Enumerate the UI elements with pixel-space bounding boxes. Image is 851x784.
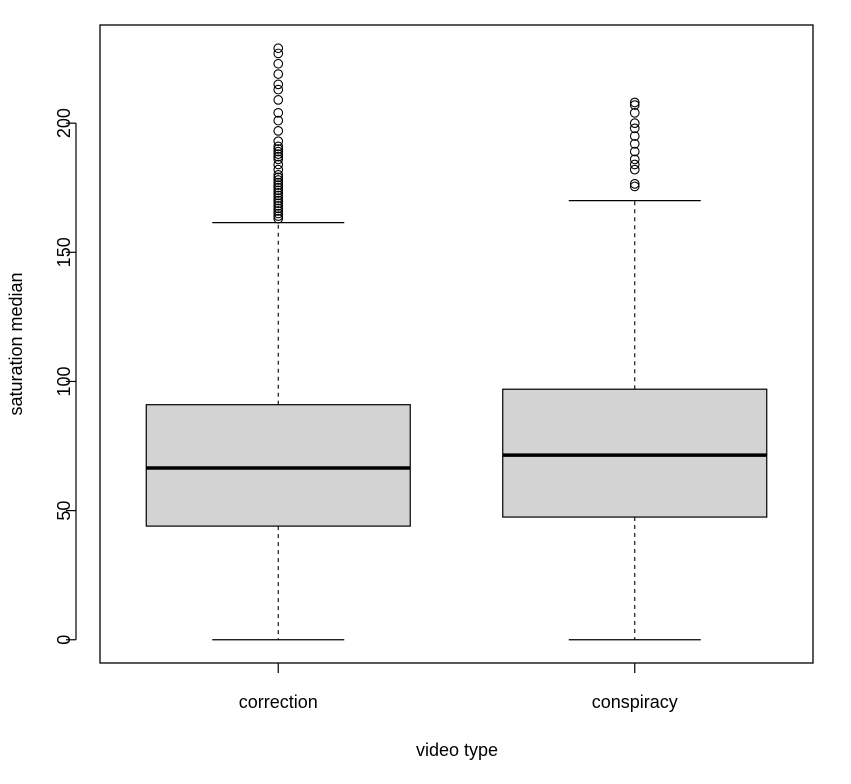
outlier-conspiracy-5 [629, 146, 640, 157]
outlier-correction-8 [273, 193, 284, 203]
outlier-correction-26 [273, 136, 284, 147]
outlier-correction-23 [273, 146, 284, 157]
outlier-correction-35 [273, 48, 284, 59]
iqr-box-conspiracy [502, 388, 768, 518]
outlier-correction-21 [273, 151, 284, 162]
outlier-conspiracy-4 [629, 154, 640, 165]
outlier-conspiracy-11 [629, 100, 640, 110]
outlier-correction-17 [273, 169, 284, 180]
outlier-correction-27 [273, 126, 284, 136]
y-tick-label-200: 200 [54, 108, 74, 138]
outlier-correction-33 [273, 69, 284, 79]
outlier-conspiracy-10 [629, 107, 640, 118]
outlier-correction-16 [273, 172, 284, 183]
outlier-correction-1 [273, 211, 284, 221]
outlier-correction-19 [273, 159, 284, 170]
outlier-correction-31 [273, 84, 284, 95]
outlier-conspiracy-2 [629, 164, 640, 175]
x-tick-label-correction: correction [239, 692, 318, 712]
outlier-correction-6 [273, 198, 284, 209]
outlier-correction-11 [273, 185, 284, 196]
outlier-conspiracy-3 [629, 159, 640, 170]
y-tick-label-100: 100 [54, 366, 74, 396]
outlier-correction-14 [273, 177, 284, 188]
outlier-correction-13 [273, 180, 284, 190]
outlier-conspiracy-8 [629, 123, 640, 134]
boxes-layer [145, 43, 768, 641]
outlier-correction-15 [273, 175, 284, 185]
outlier-correction-0 [273, 213, 284, 224]
outlier-conspiracy-9 [629, 118, 640, 129]
outlier-conspiracy-0 [629, 181, 640, 192]
outlier-correction-22 [273, 149, 284, 159]
outlier-correction-28 [273, 115, 284, 126]
outlier-correction-24 [273, 144, 284, 154]
outlier-correction-20 [273, 154, 284, 165]
y-axis: 0 50 100 150 200 [54, 108, 77, 645]
outlier-correction-30 [273, 95, 284, 105]
outlier-correction-10 [273, 188, 284, 198]
outlier-conspiracy-12 [629, 97, 640, 108]
y-tick-label-0: 0 [54, 635, 74, 645]
outlier-correction-5 [273, 200, 284, 211]
outlier-conspiracy-6 [629, 138, 640, 149]
outlier-correction-4 [273, 203, 284, 214]
outlier-correction-25 [273, 141, 284, 152]
outlier-correction-9 [273, 190, 284, 201]
outlier-correction-2 [273, 208, 284, 219]
y-tick-label-150: 150 [54, 237, 74, 267]
plot-frame [99, 24, 814, 664]
outlier-correction-32 [273, 79, 284, 90]
outlier-correction-29 [273, 107, 284, 118]
x-axis: correction conspiracy [239, 663, 678, 712]
y-tick-label-50: 50 [54, 501, 74, 521]
x-axis-title: video type [416, 740, 498, 760]
x-tick-label-conspiracy: conspiracy [592, 692, 678, 712]
outlier-conspiracy-1 [629, 179, 640, 189]
y-axis-title: saturation median [6, 272, 26, 415]
box-conspiracy [502, 97, 768, 641]
outlier-correction-34 [273, 58, 284, 69]
iqr-box-correction [145, 404, 411, 527]
outlier-correction-18 [273, 164, 284, 175]
outlier-correction-7 [273, 195, 284, 206]
box-correction [145, 43, 411, 641]
outlier-conspiracy-7 [629, 131, 640, 141]
outlier-correction-36 [273, 43, 284, 54]
outlier-correction-3 [273, 206, 284, 216]
outlier-correction-12 [273, 182, 284, 193]
